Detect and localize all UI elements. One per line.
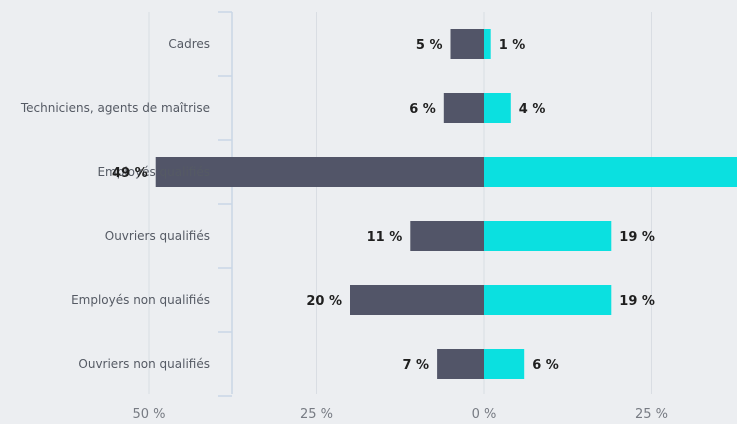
value-label-left: 20 % — [306, 294, 342, 309]
bar-left — [443, 93, 484, 123]
value-label-right: 4 % — [519, 102, 546, 117]
value-label-right: 19 % — [619, 230, 655, 245]
bar-left — [437, 349, 484, 379]
gridlines — [148, 12, 652, 394]
value-label-left: 5 % — [416, 38, 443, 53]
value-label-left: 7 % — [402, 358, 429, 373]
bar-right — [484, 349, 525, 379]
bars — [155, 29, 737, 379]
value-label-left: 49 % — [112, 166, 148, 181]
category-label: Ouvriers non qualifiés — [78, 357, 210, 371]
category-label: Employés non qualifiés — [71, 293, 210, 307]
category-axis — [218, 11, 233, 397]
category-label: Techniciens, agents de maîtrise — [20, 101, 210, 115]
value-label-left: 11 % — [367, 230, 403, 245]
bar-right — [484, 93, 511, 123]
x-tick-label: 25 % — [300, 407, 333, 422]
category-label: Cadres — [168, 37, 210, 51]
category-label: Ouvriers qualifiés — [105, 229, 210, 243]
bar-right — [484, 157, 737, 187]
value-label-left: 6 % — [409, 102, 436, 117]
bar-left — [350, 285, 484, 315]
value-label-right: 6 % — [532, 358, 559, 373]
bar-right — [484, 29, 491, 59]
bar-left — [155, 157, 484, 187]
value-label-right: 19 % — [619, 294, 655, 309]
category-label: Employés qualifiés — [97, 165, 210, 179]
bar-left — [410, 221, 484, 251]
bar-right — [484, 221, 612, 251]
x-tick-label: 25 % — [635, 407, 668, 422]
x-tick-label: 50 % — [132, 407, 165, 422]
bar-left — [450, 29, 484, 59]
value-label-right: 1 % — [499, 38, 526, 53]
x-tick-label: 0 % — [472, 407, 497, 422]
bar-right — [484, 285, 612, 315]
